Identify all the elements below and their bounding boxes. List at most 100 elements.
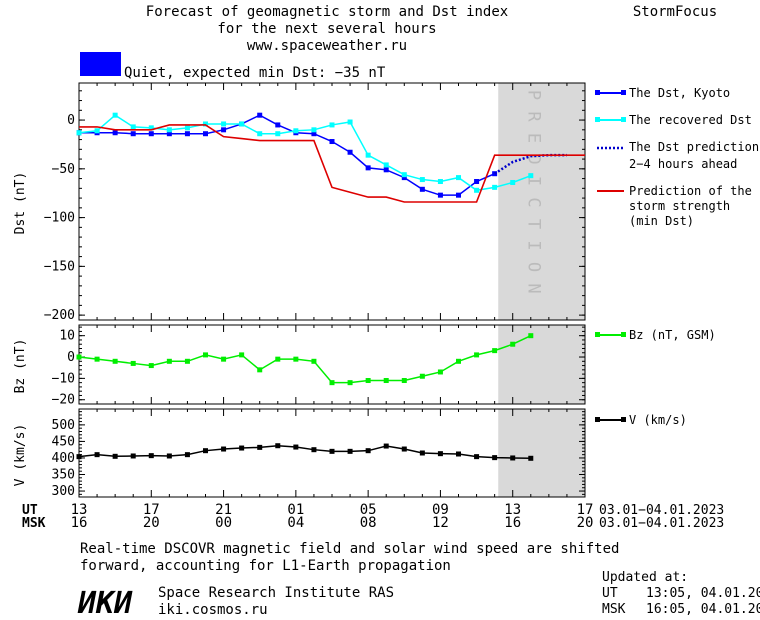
v-point (94, 452, 100, 458)
bz-point (419, 373, 425, 379)
bz-point (293, 356, 299, 362)
footnote-line1: Real-time DSCOVR magnetic field and sola… (80, 541, 619, 557)
ut-tick-label: 05 (360, 502, 377, 518)
legend-dst-kyoto-label: The Dst, Kyoto (629, 86, 730, 100)
v-point (347, 448, 353, 454)
dst_recovered-point (275, 131, 281, 137)
dst_kyoto-point (257, 112, 263, 118)
prediction-letter: E (523, 133, 543, 143)
dst-panel: P R E D I C T I O N 0 −50 −100 −150 −200 Dst (nT) (13, 82, 586, 323)
dst_kyoto-point (474, 179, 480, 185)
dst_recovered-point (184, 125, 190, 131)
dst_kyoto-point (203, 131, 208, 137)
legend-bz-marker (595, 332, 600, 337)
msk-tick-label: 08 (360, 515, 377, 531)
y-tick-label: −150 (44, 259, 75, 274)
y-tick-label: −100 (44, 211, 75, 226)
dst_recovered-line (78, 114, 532, 192)
v-point (401, 446, 407, 452)
msk-tick-label: 04 (287, 515, 304, 531)
dst_kyoto-point (456, 192, 461, 198)
v-point (456, 451, 461, 457)
msk-tick-label: 12 (432, 515, 449, 531)
bz-point (456, 358, 461, 364)
dst_kyoto-point (437, 192, 443, 198)
y-axis-label: V (km/s) (13, 424, 28, 487)
dst_recovered-point (239, 121, 245, 127)
bz-point (166, 358, 172, 364)
bz-point (76, 354, 82, 360)
legend-v: V (km/s) (595, 413, 687, 427)
legend-dst-prediction: The Dst prediction 2−4 hours ahead (597, 140, 759, 171)
legend-v-marker (621, 417, 626, 422)
dst_kyoto-point (166, 131, 172, 137)
legend-bz-label: Bz (nT, GSM) (629, 328, 716, 342)
dst_recovered-point (528, 173, 534, 179)
site-url[interactable]: www.spaceweather.ru (247, 38, 407, 54)
dst_recovered-point (76, 130, 82, 136)
v-point (293, 444, 299, 450)
legend-storm-strength-label: Prediction of the (629, 184, 752, 198)
prediction-letter: O (523, 262, 543, 272)
dst_recovered-point (221, 121, 227, 127)
bz-point (437, 369, 443, 375)
bz-point (257, 367, 263, 373)
iki-logo: ИКИ (77, 586, 133, 620)
bz-point (329, 380, 335, 386)
ut-tick-label: 17 (577, 502, 594, 518)
bz-point (347, 380, 353, 386)
dst_recovered-point (293, 128, 299, 134)
y-tick-label: 300 (52, 484, 75, 499)
v-point (112, 453, 118, 459)
legend-v-marker (595, 417, 600, 422)
updated-msk-time: 16:05, 04.01.2023 (646, 602, 760, 617)
y-tick-label: −50 (52, 162, 75, 177)
prediction-letter: R (523, 111, 543, 122)
dst_recovered-point (166, 127, 172, 133)
legend-dst-prediction-label: The Dst prediction (629, 140, 759, 154)
dst_recovered-point (510, 179, 516, 185)
ut-axis-label: UT (22, 503, 38, 518)
status-text: Quiet, expected min Dst: −35 nT (124, 65, 386, 81)
dst_recovered-point (383, 162, 389, 168)
institute-site[interactable]: iki.cosmos.ru (158, 602, 268, 618)
dst_recovered-point (130, 124, 136, 130)
legend-dst-kyoto: The Dst, Kyoto (595, 86, 730, 100)
dst_recovered-point (257, 131, 263, 137)
y-tick-label: 350 (52, 468, 75, 483)
legend-storm-strength-label2: storm strength (629, 199, 730, 213)
prediction-band (498, 83, 585, 320)
updated-msk-label: MSK (602, 602, 626, 617)
dst_recovered-point (419, 177, 425, 183)
bz-point (275, 356, 281, 362)
v-point (474, 454, 480, 460)
msk-axis-label: MSK (22, 516, 46, 531)
legend-dst-kyoto-marker (595, 90, 600, 95)
msk-tick-label: 16 (504, 515, 521, 531)
dst_kyoto-point (221, 127, 227, 133)
legend-storm-strength: Prediction of the storm strength (min Ds… (597, 184, 752, 228)
y-tick-label: −10 (52, 371, 75, 386)
msk-tick-label: 20 (577, 515, 594, 531)
v-point (365, 448, 371, 454)
y-axis-label: Dst (nT) (13, 172, 28, 235)
bz-point (94, 356, 100, 362)
bz-point (184, 358, 190, 364)
v-line (78, 444, 531, 460)
bz-point (474, 352, 480, 358)
v-point (166, 453, 172, 459)
bz-point (112, 358, 118, 364)
v-point (528, 455, 534, 461)
bz-point (383, 378, 389, 384)
storm-strength-line (79, 124, 585, 203)
y-tick-label: 0 (67, 113, 75, 128)
bz-panel: 10 0 −10 −20 Bz (nT) (13, 324, 586, 408)
bz-point (528, 333, 534, 339)
v-point (311, 447, 317, 453)
dst_recovered-point (365, 152, 371, 158)
legend-dst-recovered-marker (621, 117, 626, 122)
dst_kyoto-point (329, 139, 335, 145)
v-point (419, 450, 425, 456)
prediction-letter: I (523, 176, 543, 186)
